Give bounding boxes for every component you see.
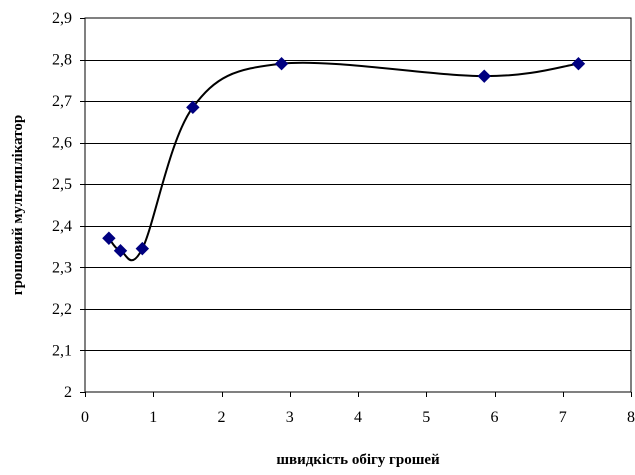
- x-tick-label: 0: [81, 409, 89, 426]
- data-point-marker: [186, 100, 200, 115]
- y-axis-title: грошовий мультиплікатор: [10, 115, 26, 295]
- x-tick-label: 6: [491, 409, 499, 426]
- x-tick-label: 3: [286, 409, 294, 426]
- x-tick-label: 1: [149, 409, 157, 426]
- x-tick-label: 2: [218, 409, 226, 426]
- y-tick-label: 2,5: [52, 176, 72, 193]
- data-point-marker: [477, 69, 491, 83]
- y-tick-label: 2,2: [52, 301, 72, 318]
- data-point-marker: [102, 231, 116, 245]
- data-point-marker: [571, 57, 586, 71]
- axis-ticks: [80, 18, 632, 397]
- series: [102, 57, 586, 262]
- data-point-marker: [135, 241, 150, 256]
- x-axis-title: швидкість обігу грошей: [276, 452, 440, 468]
- x-tick-label: 8: [627, 409, 635, 426]
- x-tick-label: 4: [354, 409, 362, 426]
- y-tick-label: 2,1: [52, 342, 72, 359]
- y-tick-label: 2,7: [52, 93, 72, 110]
- x-tick-labels: 0 1 2 3 4 5 6 7 8: [81, 409, 635, 426]
- y-tick-label: 2,8: [52, 52, 72, 69]
- data-point-marker: [274, 57, 289, 71]
- x-tick-label: 7: [559, 409, 567, 426]
- y-tick-label: 2,9: [52, 10, 72, 27]
- y-tick-label: 2,6: [52, 135, 72, 152]
- data-point-marker: [113, 244, 128, 258]
- plot-area: [84, 17, 632, 393]
- y-tick-label: 2,4: [52, 218, 72, 235]
- y-tick-label: 2: [64, 384, 72, 401]
- x-tick-label: 5: [422, 409, 430, 426]
- y-tick-label: 2,3: [52, 259, 72, 276]
- y-tick-labels: 2 2,1 2,2 2,3 2,4 2,5 2,6 2,7 2,8 2,9: [52, 10, 72, 401]
